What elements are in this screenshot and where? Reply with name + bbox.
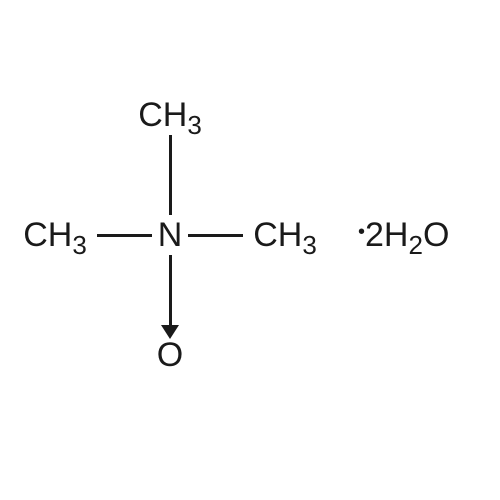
hydrate-sub: 2: [408, 230, 422, 260]
hydrate-dot: •: [358, 221, 365, 243]
bond-n-ch3-left: [97, 234, 152, 237]
atom-ch3-right: CH3: [253, 218, 317, 252]
bond-n-o-arrow-head: [161, 325, 179, 339]
bond-n-o-arrow-shaft: [169, 255, 172, 330]
structure-canvas: N CH3 CH3 CH3 O •2H2O: [0, 0, 500, 500]
atom-oxygen-bottom: O: [157, 338, 183, 372]
hydrate-label: •2H2O: [358, 218, 449, 252]
bond-n-ch3-top: [169, 135, 172, 215]
atom-subscript: 3: [187, 110, 201, 140]
hydrate-prefix: 2H: [365, 216, 408, 254]
atom-subscript: 3: [302, 230, 316, 260]
atom-nitrogen-center: N: [158, 218, 183, 252]
atom-ch3-left: CH3: [23, 218, 87, 252]
bond-n-ch3-right: [188, 234, 243, 237]
atom-subscript: 3: [72, 230, 86, 260]
atom-ch3-top: CH3: [138, 98, 202, 132]
atom-label: CH: [23, 216, 72, 254]
atom-label: CH: [138, 96, 187, 134]
hydrate-suffix: O: [423, 216, 449, 254]
atom-label: CH: [253, 216, 302, 254]
atom-label: N: [158, 216, 183, 254]
atom-label: O: [157, 336, 183, 374]
